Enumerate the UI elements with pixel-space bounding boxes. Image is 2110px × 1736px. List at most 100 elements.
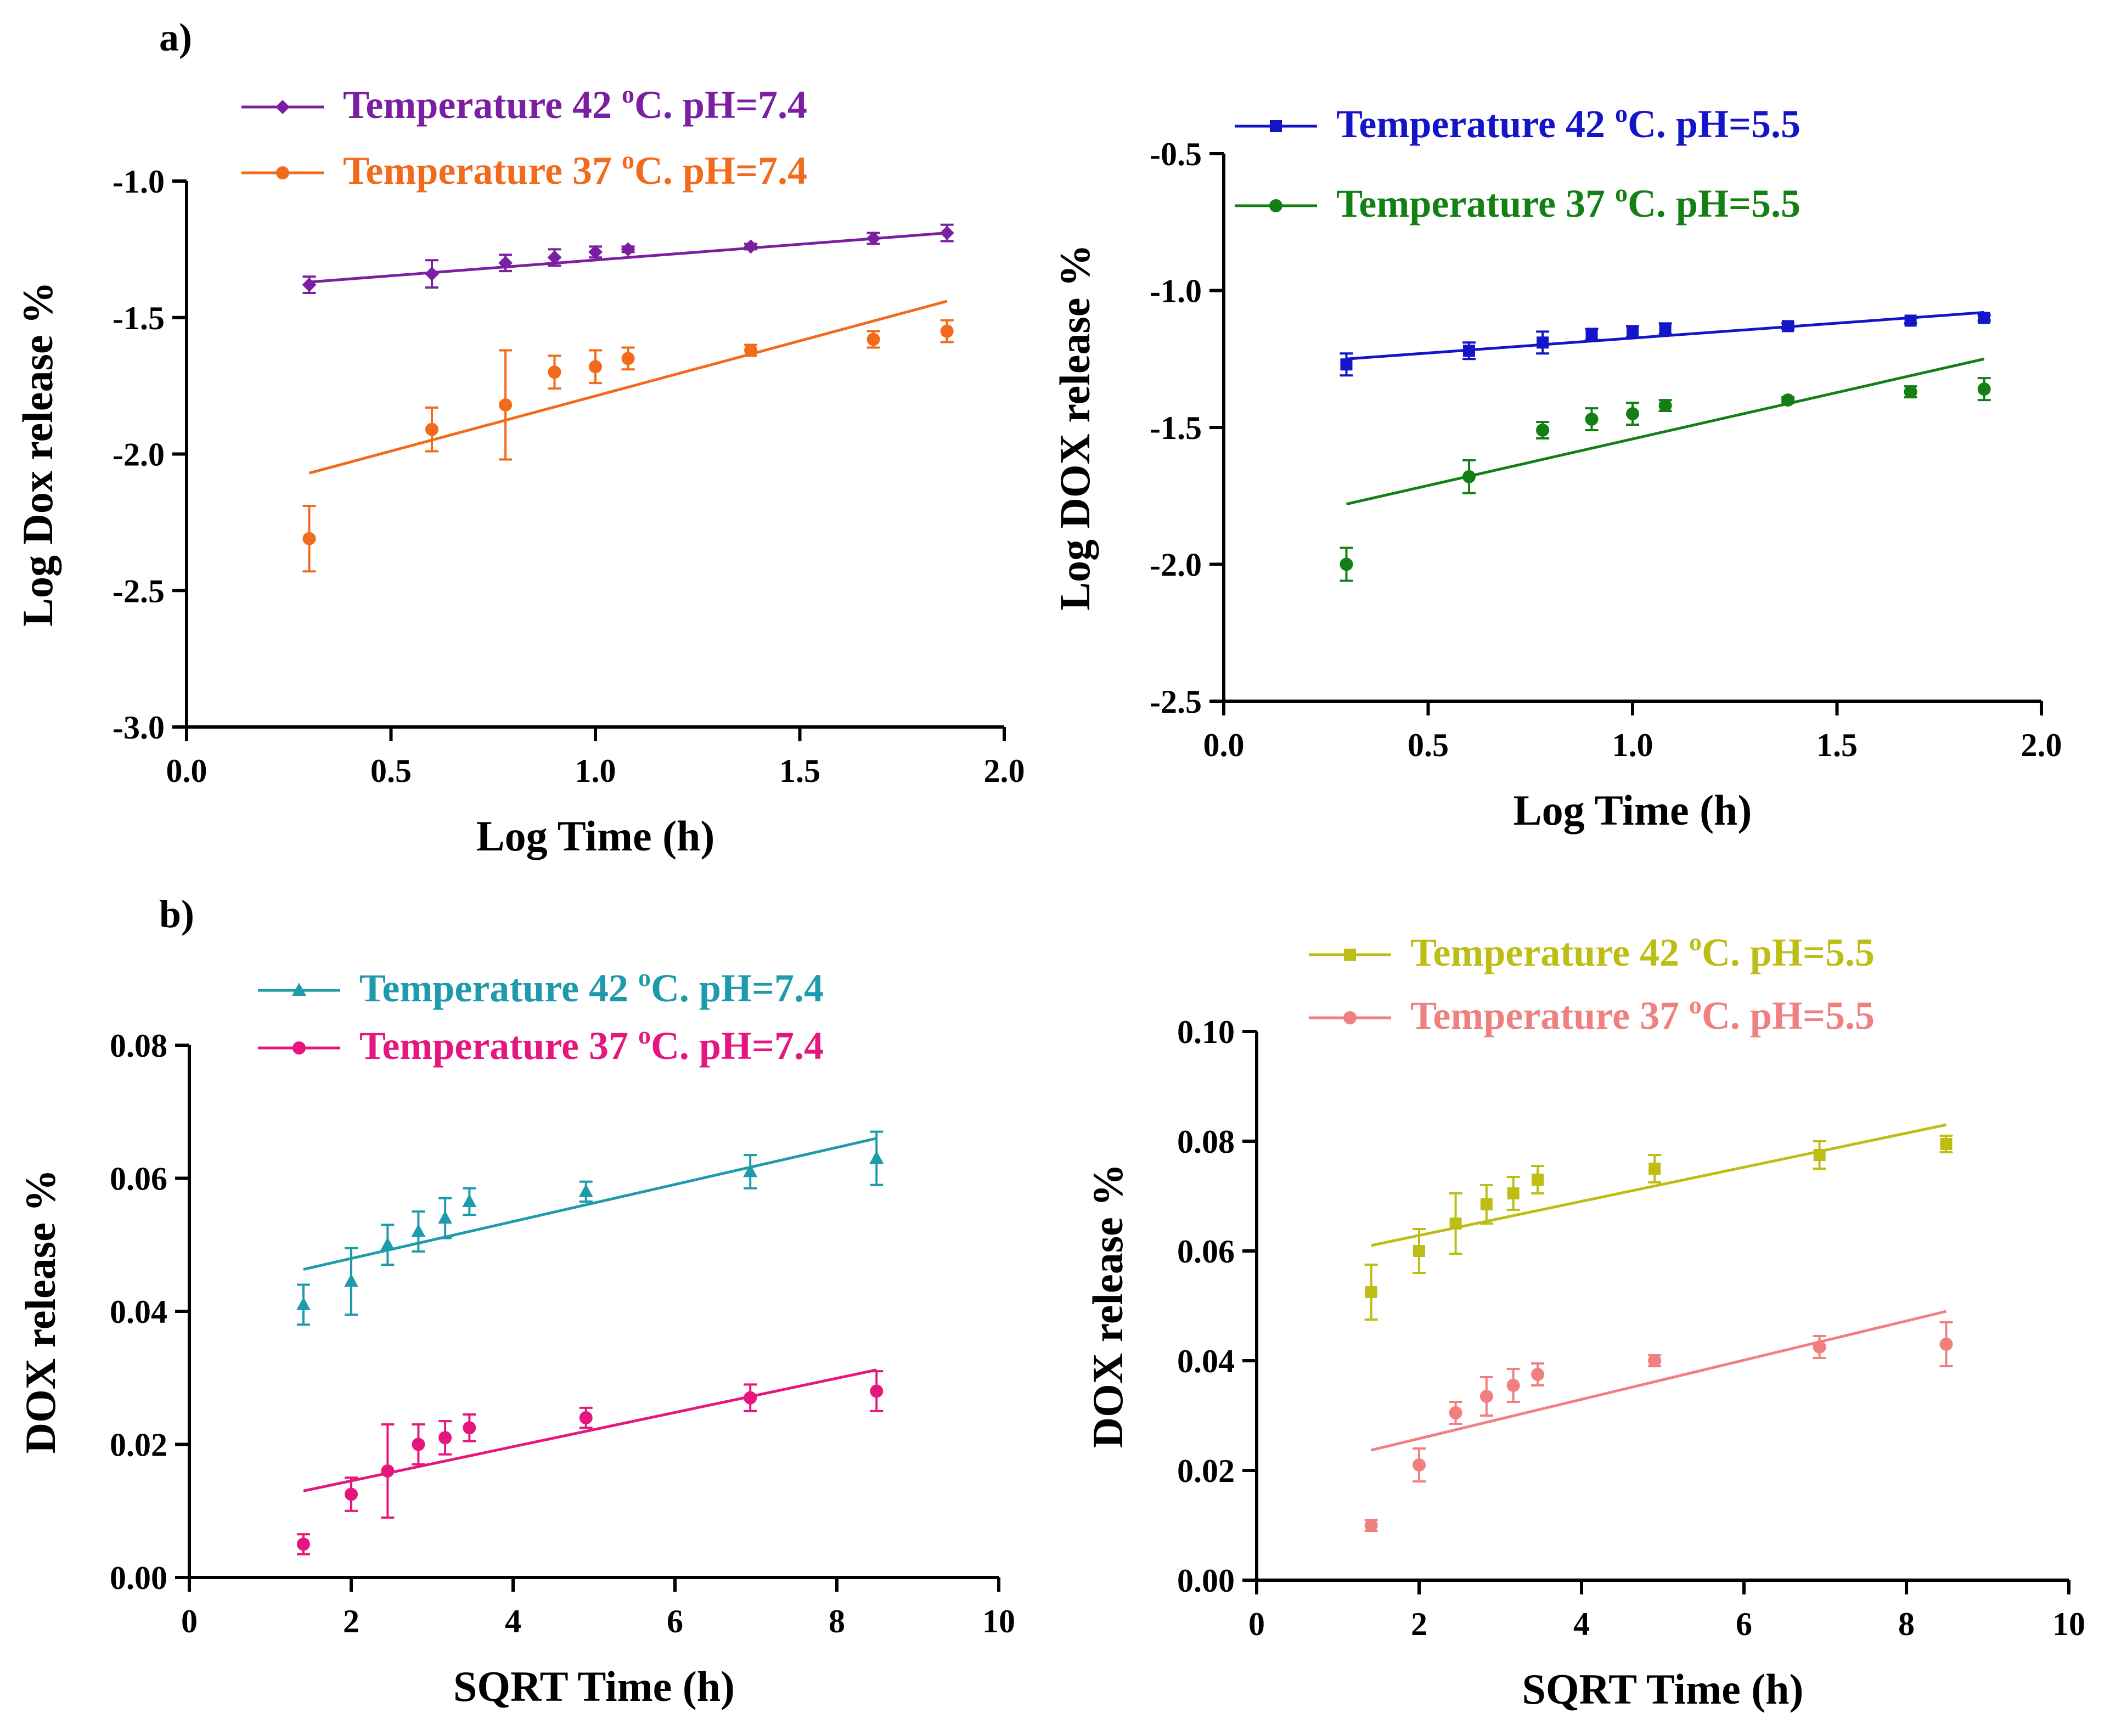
- data-point: [1536, 423, 1550, 437]
- data-point: [870, 1384, 884, 1398]
- data-point: [1977, 382, 1991, 396]
- fit-line: [1346, 357, 1985, 506]
- data-point: [344, 1273, 358, 1287]
- data-point: [1479, 1390, 1493, 1403]
- data-point: [1813, 1340, 1826, 1354]
- fit-line: [308, 300, 948, 475]
- x-tick-label: 0: [181, 1603, 198, 1639]
- data-point: [499, 398, 513, 412]
- y-tick-label: -2.0: [112, 437, 165, 473]
- data-point: [744, 1391, 757, 1405]
- data-point: [1340, 358, 1353, 371]
- data-point: [425, 267, 439, 281]
- data-point: [579, 1411, 593, 1424]
- data-point: [1658, 399, 1672, 413]
- y-tick-label: 0.08: [1177, 1124, 1235, 1160]
- y-axis-label: Log Dox release %: [14, 281, 61, 627]
- y-tick-label: 0.02: [1177, 1453, 1235, 1489]
- y-tick-label: 0.04: [110, 1294, 167, 1330]
- data-point: [1340, 557, 1353, 571]
- x-tick-label: 0.5: [370, 753, 412, 789]
- data-point: [1627, 325, 1639, 338]
- data-point: [1531, 1368, 1545, 1381]
- x-tick-label: 2: [343, 1603, 359, 1639]
- x-axis-label: SQRT Time (h): [1522, 1665, 1803, 1713]
- data-point: [1781, 393, 1795, 407]
- x-tick-label: 1.0: [1612, 727, 1653, 763]
- x-axis-label: Log Time (h): [1513, 786, 1752, 834]
- data-point: [744, 343, 758, 357]
- chart-2: 0.0 0.5 1.0 1.5 2.0 -2.5 -2.0 -1.5 -1.0 -0.5 Log T…: [1051, 99, 2062, 834]
- legend-label: Temperature 37 oC. pH=7.4: [343, 146, 807, 193]
- data-point: [1939, 1338, 1953, 1351]
- data-point: [1480, 1198, 1493, 1210]
- y-tick-label: 0.02: [110, 1427, 167, 1463]
- data-point: [498, 256, 513, 270]
- y-tick-label: 0.06: [1177, 1233, 1235, 1270]
- legend-label: Temperature 42 oC. pH=5.5: [1336, 99, 1800, 146]
- x-tick-label: 4: [1573, 1606, 1590, 1642]
- data-point: [1463, 345, 1475, 357]
- data-point: [296, 1537, 310, 1551]
- x-tick-label: 2.0: [2021, 727, 2062, 763]
- data-point: [381, 1464, 395, 1478]
- legend-marker: [1269, 199, 1282, 212]
- y-axis-label: DOX release %: [1084, 1164, 1132, 1448]
- x-tick-label: 8: [1898, 1606, 1915, 1642]
- series-2: Temperature 37 oC. pH=5.5: [1309, 991, 1953, 1532]
- legend-label: Temperature 42 oC. pH=7.4: [359, 963, 824, 1010]
- y-tick-label: -1.5: [1150, 410, 1202, 446]
- data-point: [1659, 323, 1672, 335]
- x-tick-label: 10: [982, 1603, 1015, 1639]
- data-point: [1364, 1519, 1378, 1532]
- data-point: [425, 422, 438, 436]
- fit-line: [309, 232, 947, 284]
- legend-marker: [1270, 120, 1282, 132]
- data-point: [462, 1193, 477, 1207]
- fit-line: [303, 1368, 877, 1492]
- data-point: [1532, 1174, 1544, 1186]
- data-point: [1585, 413, 1599, 426]
- data-point: [1904, 314, 1917, 327]
- data-point: [1813, 1149, 1826, 1161]
- x-tick-label: 0.0: [1203, 727, 1245, 763]
- data-point: [743, 1164, 758, 1177]
- y-tick-label: -2.5: [112, 573, 165, 609]
- y-tick-label: 0.00: [1177, 1563, 1235, 1599]
- data-point: [296, 1297, 311, 1310]
- y-tick-label: -1.5: [112, 300, 165, 336]
- series-1: Temperature 42 oC. pH=7.4: [241, 80, 954, 294]
- legend-marker: [1344, 949, 1356, 961]
- data-point: [1626, 407, 1639, 421]
- y-tick-label: 0.10: [1177, 1014, 1235, 1050]
- x-tick-label: 0.5: [1408, 727, 1449, 763]
- y-tick-label: -3.0: [112, 709, 165, 746]
- y-tick-label: 0.00: [110, 1560, 167, 1596]
- x-tick-label: 8: [829, 1603, 845, 1639]
- x-tick-label: 10: [2052, 1606, 2085, 1642]
- data-point: [589, 360, 602, 374]
- chart-1: 0.0 0.5 1.0 1.5 2.0 -3.0 -2.5 -2.0 -1.5 -1.0 Log T…: [14, 80, 1025, 860]
- series-1: Temperature 42 oC. pH=7.4: [258, 963, 884, 1326]
- data-point: [345, 1487, 358, 1501]
- series-2: Temperature 37 oC. pH=7.4: [241, 146, 954, 573]
- y-tick-label: -2.0: [1150, 547, 1202, 583]
- series-2: Temperature 37 oC. pH=7.4: [258, 1021, 884, 1555]
- data-point: [1585, 328, 1598, 341]
- series-2: Temperature 37 oC. pH=5.5: [1235, 179, 1991, 582]
- data-point: [939, 226, 954, 240]
- data-point: [866, 332, 880, 346]
- panel-label-b: b): [159, 892, 194, 936]
- x-tick-label: 6: [667, 1603, 683, 1639]
- data-point: [744, 239, 758, 254]
- data-point: [438, 1431, 452, 1445]
- y-tick-label: -1.0: [1150, 273, 1202, 309]
- y-axis-label: DOX release %: [16, 1169, 64, 1453]
- charts-container: 0.0 0.5 1.0 1.5 2.0 -3.0 -2.5 -2.0 -1.5 -1.0 Log T…: [14, 80, 2085, 1713]
- legend-marker: [276, 166, 289, 179]
- legend-marker: [1343, 1011, 1357, 1024]
- y-tick-label: -1.0: [112, 164, 165, 200]
- data-point: [866, 231, 881, 246]
- legend-marker: [292, 983, 306, 996]
- fit-line: [1371, 1310, 1947, 1452]
